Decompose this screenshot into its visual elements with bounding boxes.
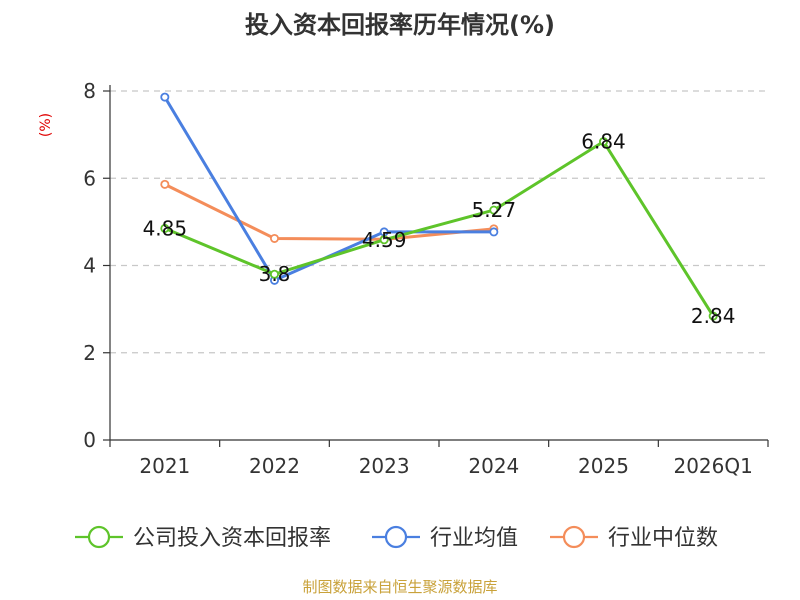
y-tick-label: 2 xyxy=(83,341,96,365)
x-tick-label: 2022 xyxy=(249,454,300,478)
legend-label: 行业均值 xyxy=(430,526,518,551)
series-group xyxy=(160,92,718,321)
series-0-point xyxy=(269,269,279,279)
data-label: 3.8 xyxy=(259,262,291,286)
x-tick-label: 2024 xyxy=(468,454,519,478)
x-tick-label: 2026Q1 xyxy=(673,454,752,478)
y-tick-label: 6 xyxy=(83,166,96,190)
legend-item: 行业均值 xyxy=(372,525,518,551)
y-axis-unit: (%) xyxy=(38,113,54,137)
series-2-point xyxy=(160,179,170,189)
series-0-line xyxy=(164,140,715,317)
x-tick-label: 2021 xyxy=(139,454,190,478)
axes: 0 2 4 6 8 2021 2022 2023 2024 2025 2026Q1 xyxy=(83,79,769,478)
series-0-point xyxy=(489,205,499,215)
legend-swatch-marker xyxy=(87,525,111,549)
series-1-line xyxy=(163,96,494,282)
data-label: 2.84 xyxy=(691,304,736,328)
series-1-point xyxy=(489,227,499,237)
legend-swatch-marker xyxy=(562,525,586,549)
x-tick-label: 2023 xyxy=(359,454,410,478)
legend-label: 行业中位数 xyxy=(608,526,718,551)
legend: 公司投入资本回报率 行业均值 行业中位数 xyxy=(75,525,718,551)
series-0-point xyxy=(160,223,170,233)
series-0-point xyxy=(599,137,609,147)
series-1-point xyxy=(160,92,170,102)
y-tick-label: 0 xyxy=(83,428,96,452)
data-label: 4.59 xyxy=(362,228,407,252)
chart-title: 投入资本回报率历年情况(%) xyxy=(245,11,555,39)
legend-label: 公司投入资本回报率 xyxy=(133,526,331,551)
series-0-point xyxy=(708,311,718,321)
series-2-line xyxy=(164,183,494,241)
legend-swatch-marker xyxy=(384,525,408,549)
series-0-point xyxy=(379,235,389,245)
legend-item: 行业中位数 xyxy=(550,525,718,551)
y-tick-label: 4 xyxy=(83,254,96,278)
x-tick-label: 2025 xyxy=(578,454,629,478)
data-labels: 4.85 3.8 4.59 5.27 6.84 2.84 xyxy=(143,130,736,329)
data-label: 6.84 xyxy=(581,130,626,154)
source-note: 制图数据来自恒生聚源数据库 xyxy=(302,578,497,596)
series-2-point xyxy=(269,233,279,243)
data-label: 5.27 xyxy=(472,198,517,222)
y-tick-label: 8 xyxy=(83,79,96,103)
gridlines xyxy=(110,90,768,354)
data-label: 4.85 xyxy=(143,216,188,240)
legend-item: 公司投入资本回报率 xyxy=(75,525,331,551)
